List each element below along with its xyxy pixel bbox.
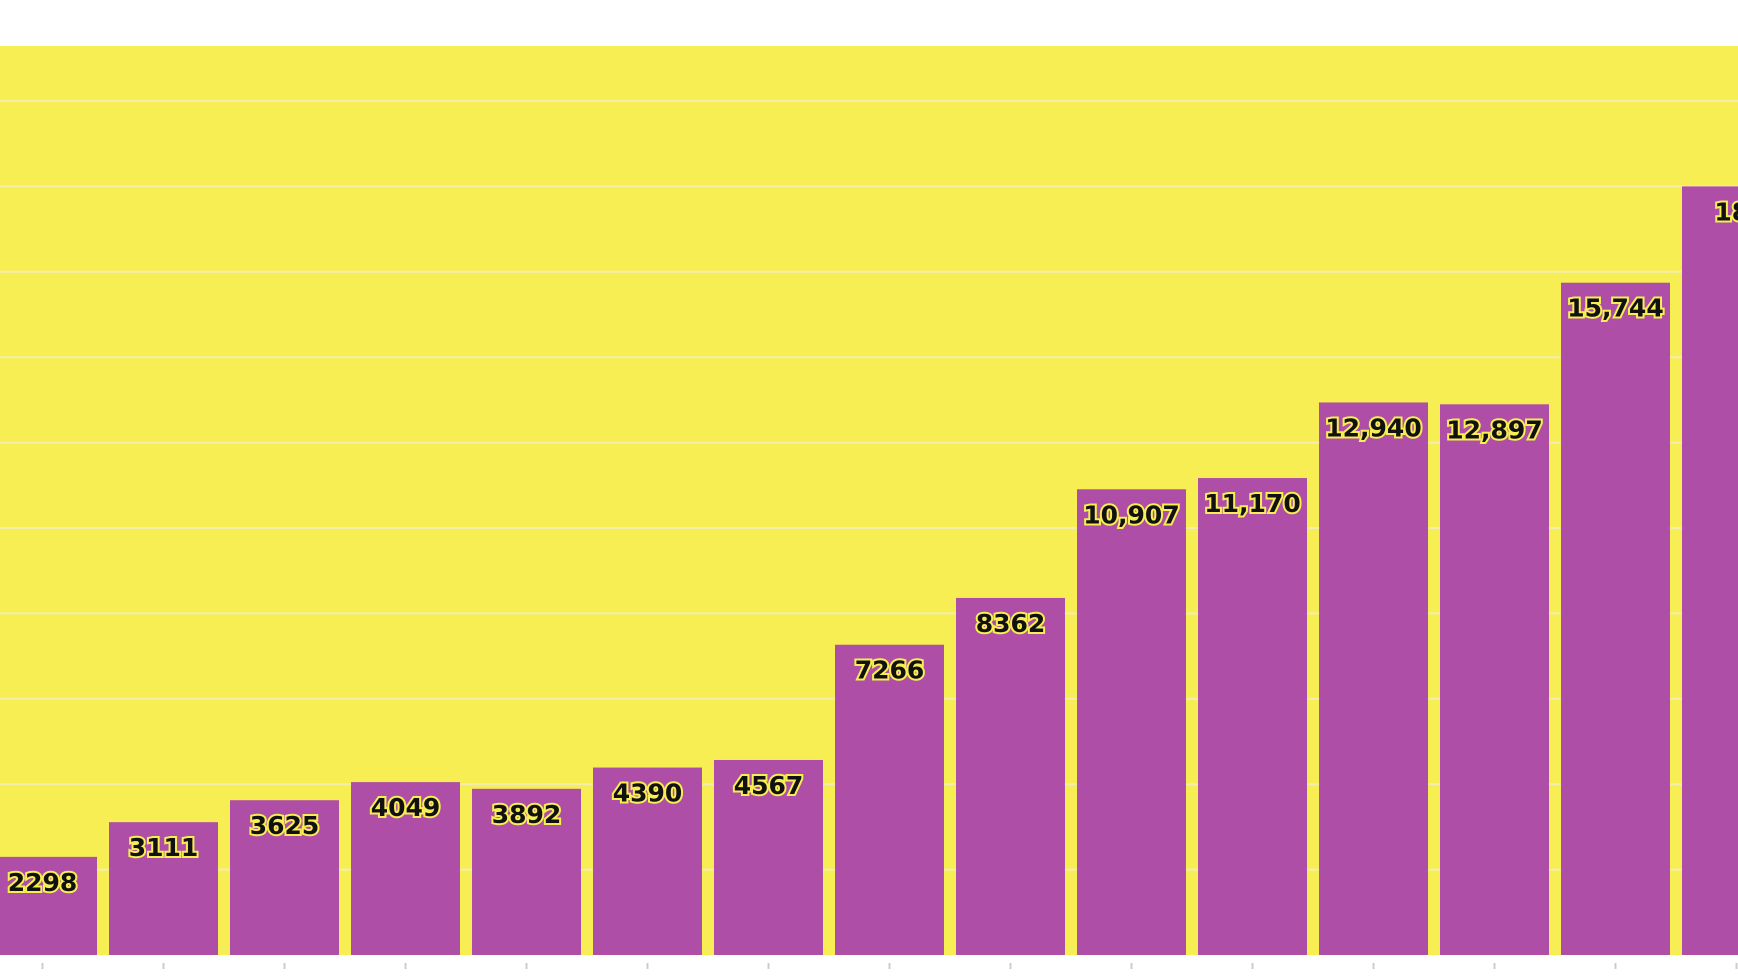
bar — [472, 788, 581, 955]
bar — [714, 759, 823, 955]
bar-value-label: 3111 — [129, 833, 199, 862]
bar — [1682, 186, 1738, 955]
bar — [0, 856, 97, 955]
bar-value-label: 12,940 — [1325, 413, 1421, 442]
bar-value-label: 15,744 — [1567, 294, 1663, 323]
bar-value-label: 4567 — [734, 771, 804, 800]
bar-value-label: 2298 — [8, 868, 78, 897]
bar-labels: 2298 3111 3625 4049 3892 4390 4567 7266 8362 10,9… — [6, 195, 1738, 898]
bar — [109, 822, 218, 955]
bar — [956, 597, 1065, 955]
bar-value-label: 3625 — [250, 811, 320, 840]
bar — [593, 767, 702, 955]
bar-value-label: 11,170 — [1204, 489, 1300, 518]
bar — [1561, 282, 1670, 955]
bar-value-label: 3892 — [492, 800, 562, 829]
bar-value-label: 7266 — [855, 656, 925, 685]
bar-value-label: 4390 — [613, 779, 683, 808]
bar-value-label: 10,907 — [1083, 500, 1179, 529]
x-ticks — [41, 963, 1738, 969]
bar — [1077, 489, 1186, 955]
bar — [1198, 478, 1307, 955]
bars — [0, 186, 1738, 955]
bar — [835, 644, 944, 955]
bar-value-label: 4049 — [371, 793, 441, 822]
bar — [1440, 404, 1549, 955]
bar — [1319, 402, 1428, 955]
bar-value-label: 18, — [1714, 197, 1738, 226]
bar-value-label: 12,897 — [1446, 415, 1542, 444]
bar — [230, 800, 339, 955]
bar — [351, 782, 460, 955]
bar-value-label: 8362 — [976, 609, 1046, 638]
